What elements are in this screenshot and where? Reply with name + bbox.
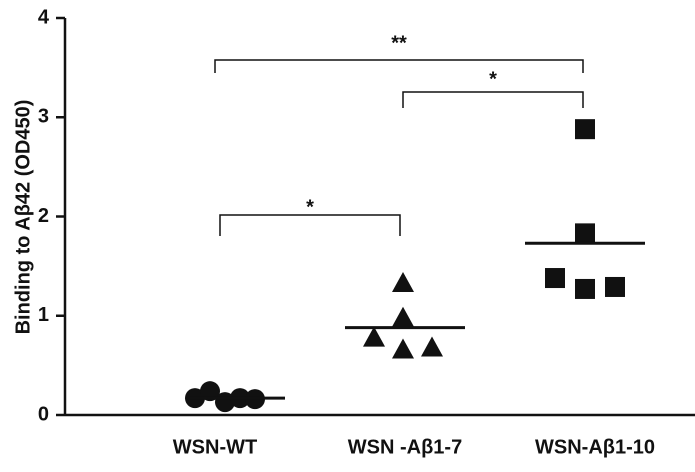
y-axis-label: Binding to Aβ42 (OD450) <box>12 100 34 335</box>
point <box>575 278 595 299</box>
significance-bracket <box>219 214 401 236</box>
x-tick-label: WSN -Aβ1-7 <box>348 436 462 458</box>
y-tick-label: 4 <box>38 6 50 28</box>
point <box>575 223 595 244</box>
x-tick-label: WSN-WT <box>173 436 257 458</box>
y-tick-label: 3 <box>38 106 49 128</box>
point <box>605 276 625 297</box>
point <box>200 381 220 402</box>
significance-bracket <box>214 59 584 73</box>
point <box>392 306 414 327</box>
significance-bracket <box>402 91 584 108</box>
x-tick-label: WSN-Aβ1-10 <box>535 436 655 458</box>
point <box>421 336 443 357</box>
y-tick-label: 2 <box>38 205 49 227</box>
significance-label: * <box>306 196 314 218</box>
point <box>392 338 414 359</box>
y-tick-label: 0 <box>38 403 49 425</box>
y-tick-label: 1 <box>38 304 49 326</box>
point <box>575 119 595 140</box>
point <box>363 326 385 347</box>
point <box>392 271 414 292</box>
significance-label: ** <box>391 32 407 54</box>
point <box>545 268 565 289</box>
significance-label: * <box>489 68 497 90</box>
